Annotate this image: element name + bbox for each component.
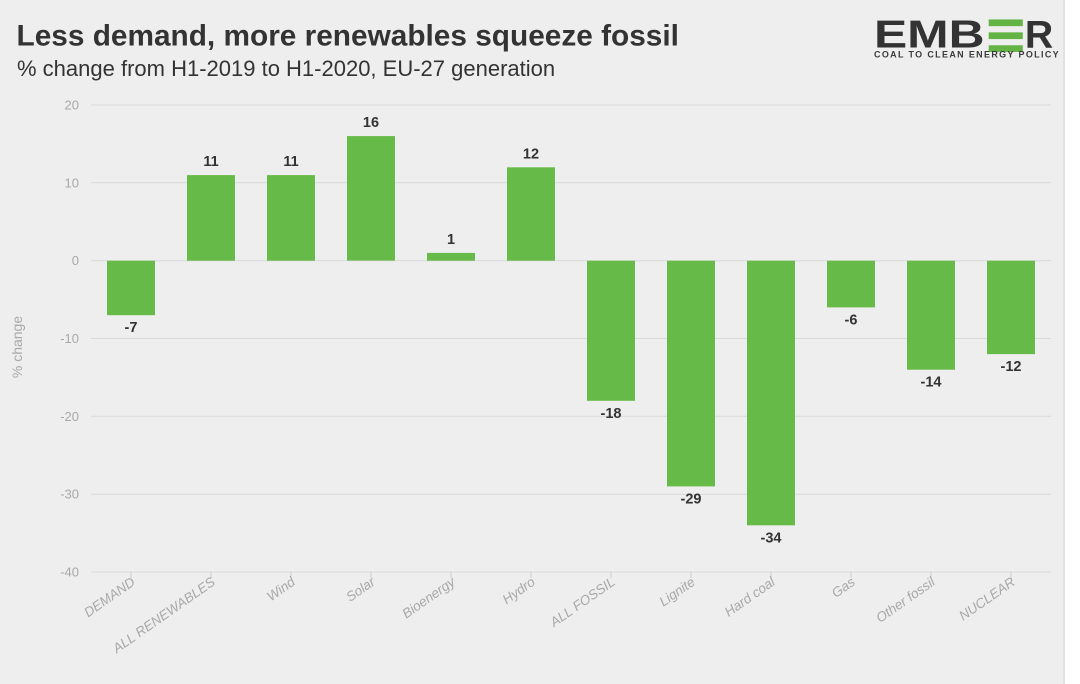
svg-text:Hard coal: Hard coal — [722, 574, 779, 620]
svg-text:-30: -30 — [60, 487, 79, 502]
svg-text:Lignite: Lignite — [657, 574, 698, 609]
svg-text:-6: -6 — [845, 312, 858, 328]
svg-text:DEMAND: DEMAND — [81, 574, 138, 620]
svg-text:11: 11 — [283, 154, 298, 170]
svg-text:-18: -18 — [601, 406, 622, 422]
svg-text:NUCLEAR: NUCLEAR — [956, 574, 1018, 623]
svg-text:Solar: Solar — [343, 574, 378, 605]
svg-text:1: 1 — [447, 232, 455, 248]
svg-text:-7: -7 — [125, 320, 138, 336]
svg-text:16: 16 — [363, 115, 379, 131]
svg-text:-10: -10 — [60, 331, 79, 346]
svg-text:20: 20 — [65, 98, 79, 113]
svg-text:ALL FOSSIL: ALL FOSSIL — [546, 574, 617, 630]
svg-text:Wind: Wind — [264, 574, 298, 604]
svg-text:-29: -29 — [681, 491, 702, 507]
svg-text:% change: % change — [9, 316, 25, 378]
svg-text:12: 12 — [523, 146, 539, 162]
svg-text:Bioenergy: Bioenergy — [399, 573, 458, 621]
svg-text:Gas: Gas — [829, 574, 858, 601]
svg-text:-20: -20 — [60, 409, 79, 424]
svg-text:-14: -14 — [921, 375, 942, 391]
svg-text:Hydro: Hydro — [500, 574, 539, 607]
svg-text:-12: -12 — [1001, 359, 1022, 375]
svg-text:Other fossil: Other fossil — [873, 574, 938, 626]
svg-text:0: 0 — [72, 253, 79, 268]
svg-text:10: 10 — [65, 175, 79, 190]
svg-text:-34: -34 — [761, 530, 782, 546]
svg-text:-40: -40 — [60, 565, 79, 580]
svg-text:11: 11 — [203, 154, 218, 170]
